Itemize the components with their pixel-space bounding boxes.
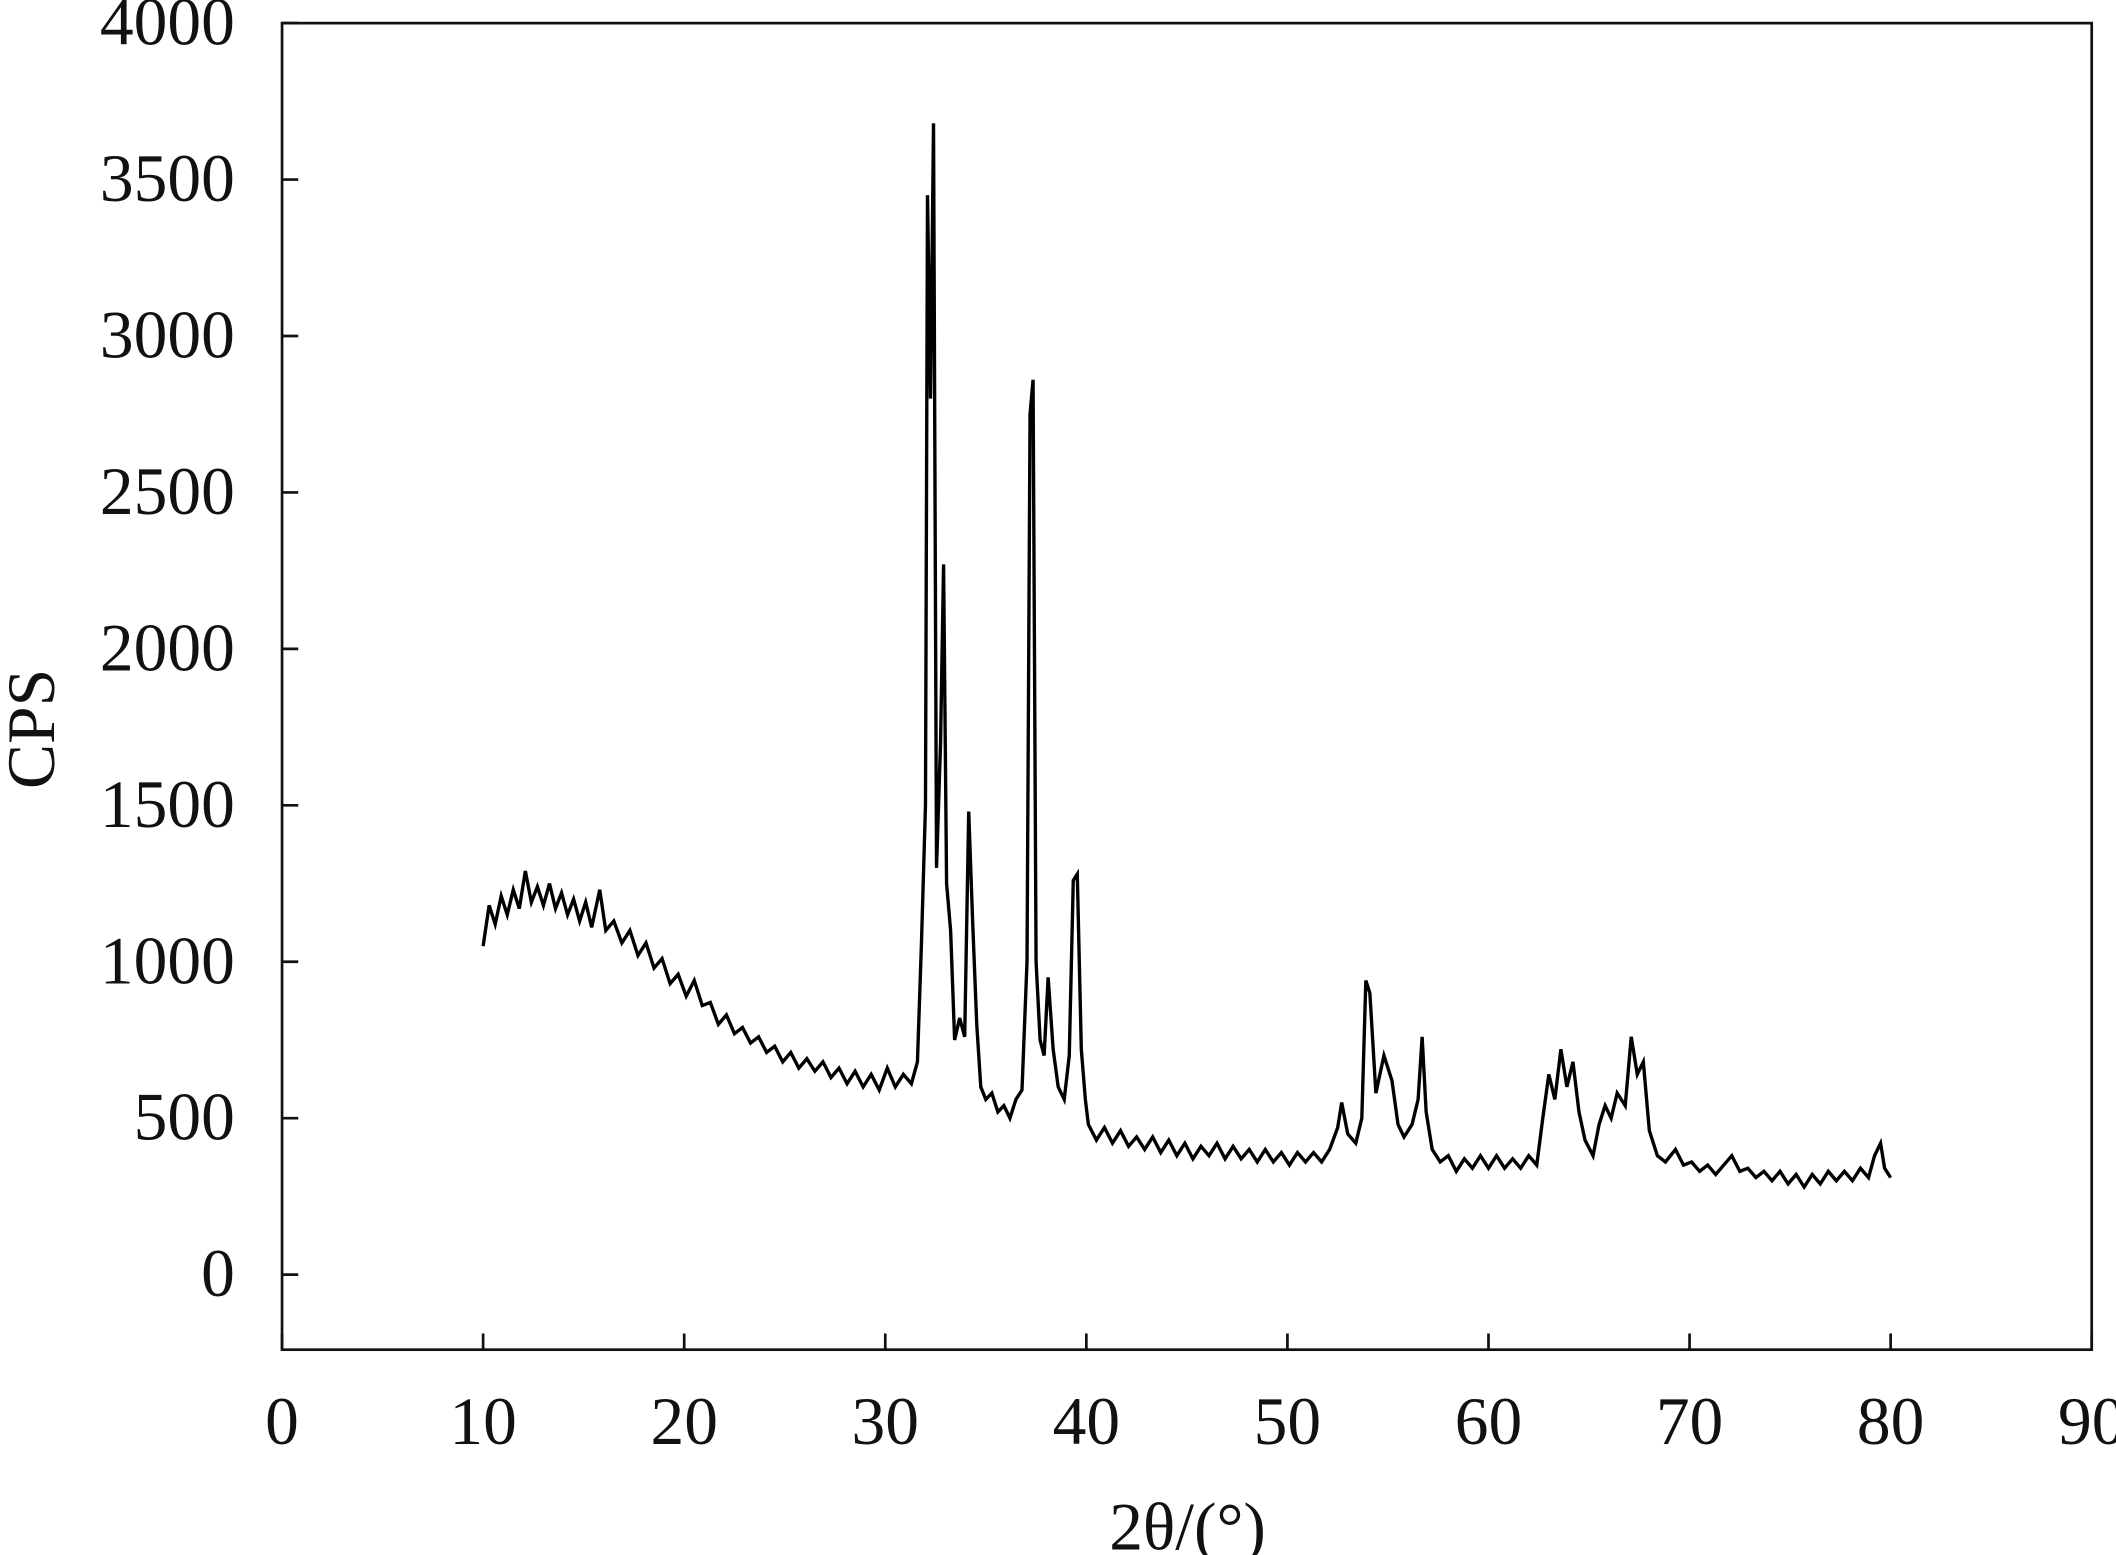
x-tick-label: 20 bbox=[650, 1384, 717, 1459]
x-tick-label: 40 bbox=[1053, 1384, 1120, 1459]
x-tick-label: 0 bbox=[265, 1384, 299, 1459]
y-tick-label: 1500 bbox=[100, 767, 235, 842]
x-tick-label: 90 bbox=[2058, 1384, 2116, 1459]
y-tick-label: 3500 bbox=[100, 141, 235, 216]
x-axis-title: 2θ/(°) bbox=[1109, 1489, 1266, 1555]
y-tick-label: 4000 bbox=[100, 0, 235, 60]
y-tick-label: 0 bbox=[201, 1236, 235, 1311]
x-tick-label: 70 bbox=[1656, 1384, 1723, 1459]
data-line bbox=[481, 123, 1893, 1191]
y-tick-label: 3000 bbox=[100, 298, 235, 373]
plot-frame bbox=[280, 21, 2094, 1352]
x-tick-label: 10 bbox=[449, 1384, 516, 1459]
y-tick-label: 2000 bbox=[100, 610, 235, 685]
y-tick-label: 500 bbox=[134, 1080, 235, 1155]
x-tick-label: 80 bbox=[1857, 1384, 1924, 1459]
x-tick-label: 30 bbox=[852, 1384, 919, 1459]
y-tick-label: 1000 bbox=[100, 923, 235, 998]
x-tick-label: 60 bbox=[1455, 1384, 1522, 1459]
y-tick-label: 2500 bbox=[100, 454, 235, 529]
y-axis-title: CPS bbox=[0, 669, 69, 789]
x-tick-label: 50 bbox=[1254, 1384, 1321, 1459]
